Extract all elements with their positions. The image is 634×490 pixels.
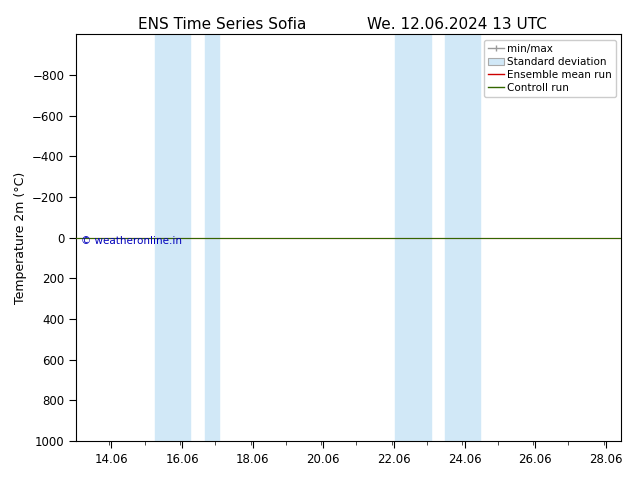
Bar: [205, 34, 219, 441]
Bar: [445, 34, 480, 441]
Bar: [396, 34, 430, 441]
Text: We. 12.06.2024 13 UTC: We. 12.06.2024 13 UTC: [366, 17, 547, 32]
Bar: [155, 34, 190, 441]
Text: © weatheronline.in: © weatheronline.in: [81, 236, 182, 246]
Legend: min/max, Standard deviation, Ensemble mean run, Controll run: min/max, Standard deviation, Ensemble me…: [484, 40, 616, 97]
Text: ENS Time Series Sofia: ENS Time Series Sofia: [138, 17, 306, 32]
Y-axis label: Temperature 2m (°C): Temperature 2m (°C): [13, 172, 27, 304]
